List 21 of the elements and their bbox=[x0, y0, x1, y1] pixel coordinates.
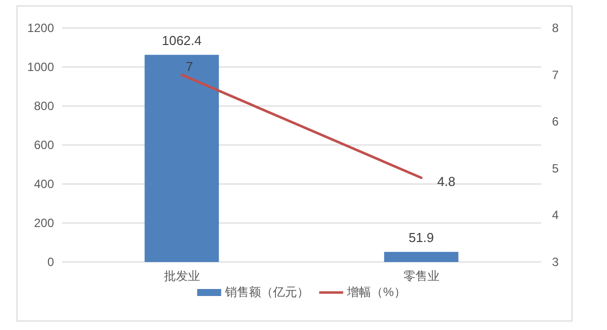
y-tick-label: 600 bbox=[34, 138, 54, 152]
x-tick-label: 零售业 bbox=[403, 269, 440, 283]
legend-label: 销售额（亿元） bbox=[224, 285, 310, 299]
y-tick-label: 400 bbox=[34, 177, 54, 191]
y-tick-label: 1000 bbox=[27, 60, 54, 74]
data-label: 51.9 bbox=[408, 230, 434, 245]
y-tick-label: 200 bbox=[34, 216, 54, 230]
x-tick-label: 批发业 bbox=[164, 269, 200, 283]
data-label: 1062.4 bbox=[162, 32, 202, 48]
y-tick-label: 1200 bbox=[27, 21, 54, 35]
y2-tick-label: 6 bbox=[552, 114, 559, 129]
y-tick-label: 0 bbox=[47, 255, 54, 269]
y2-tick-label: 8 bbox=[552, 21, 559, 35]
data-label: 4.8 bbox=[437, 174, 456, 189]
y2-tick-label: 5 bbox=[552, 161, 559, 176]
y2-tick-label: 3 bbox=[552, 255, 559, 269]
y-tick-label: 800 bbox=[34, 99, 54, 113]
data-label: 7 bbox=[186, 58, 193, 74]
y2-tick-label: 7 bbox=[552, 68, 559, 82]
legend-label: 增幅（%） bbox=[346, 285, 406, 299]
y2-tick-label: 4 bbox=[552, 208, 559, 222]
